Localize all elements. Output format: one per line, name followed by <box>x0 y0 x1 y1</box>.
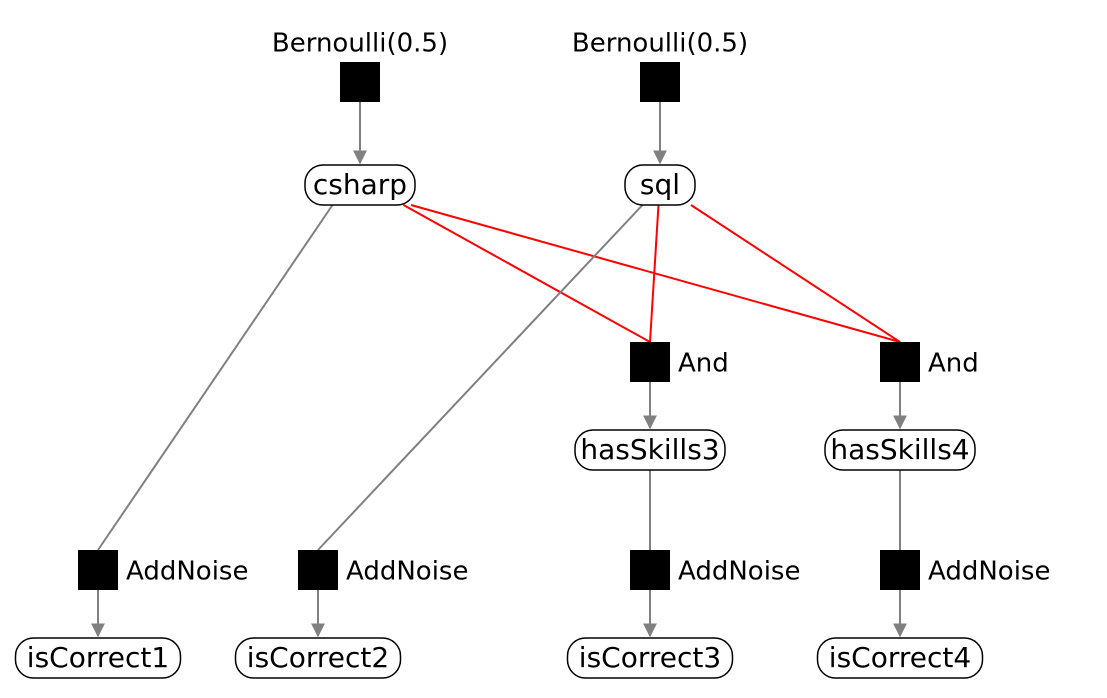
factor-label-and4: And <box>928 349 979 379</box>
var-label-hasSkills4: hasSkills4 <box>830 433 969 466</box>
var-label-csharp: csharp <box>313 168 407 201</box>
var-label-sql: sql <box>640 168 680 201</box>
var-label-isCorrect4: isCorrect4 <box>829 641 971 674</box>
factor-label-noise2: AddNoise <box>346 557 468 587</box>
edge-red <box>404 205 651 342</box>
var-label-isCorrect3: isCorrect3 <box>579 641 721 674</box>
factor-noise1 <box>78 550 118 590</box>
var-label-isCorrect1: isCorrect1 <box>27 641 169 674</box>
factor-label-and3: And <box>678 349 729 379</box>
factor-prior_sql <box>640 62 680 102</box>
edge-gray <box>318 205 643 550</box>
factor-noise4 <box>880 550 920 590</box>
factor-prior_csharp <box>340 62 380 102</box>
factor-label-noise1: AddNoise <box>126 557 248 587</box>
factor-graph-svg: Bernoulli(0.5) Bernoulli(0.5) And And AddNoi… <box>0 0 1107 698</box>
factor-and3 <box>630 342 670 382</box>
factor-noise3 <box>630 550 670 590</box>
factors-layer <box>78 62 920 590</box>
var-label-hasSkills3: hasSkills3 <box>580 433 719 466</box>
edge-red <box>411 205 900 342</box>
factor-noise2 <box>298 550 338 590</box>
factor-label-noise4: AddNoise <box>928 557 1050 587</box>
prior-label-prior_csharp: Bernoulli(0.5) <box>272 29 448 59</box>
factor-label-noise3: AddNoise <box>678 557 800 587</box>
prior-label-prior_sql: Bernoulli(0.5) <box>572 29 748 59</box>
var-label-isCorrect2: isCorrect2 <box>247 641 389 674</box>
factor-and4 <box>880 342 920 382</box>
vars-layer <box>16 165 983 678</box>
edge-red <box>691 205 900 342</box>
edge-gray <box>98 205 333 550</box>
